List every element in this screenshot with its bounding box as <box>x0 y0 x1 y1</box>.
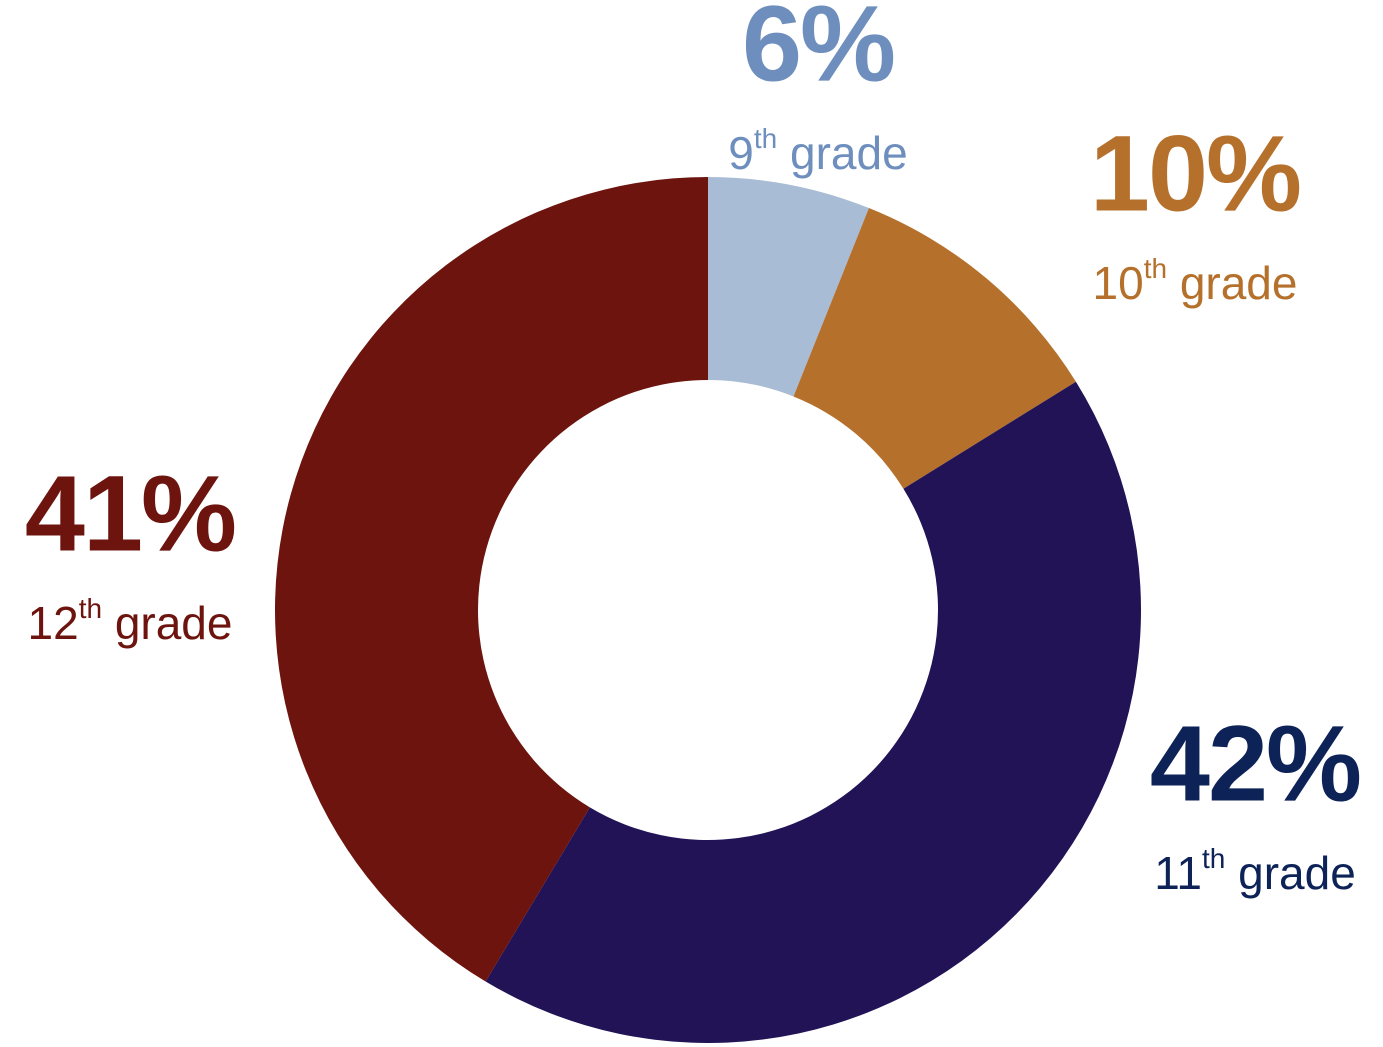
value-label: 41% <box>25 453 235 574</box>
category-rest: grade <box>1167 257 1297 309</box>
donut-slice <box>485 381 1141 1043</box>
value-label: 6% <box>742 0 894 104</box>
donut-slice <box>708 177 869 397</box>
category-number: 9 <box>728 127 754 179</box>
category-suffix: th <box>754 123 777 154</box>
donut-slice <box>275 177 708 982</box>
category-rest: grade <box>777 127 907 179</box>
category-rest: grade <box>1225 847 1355 899</box>
category-number: 11 <box>1154 847 1202 899</box>
category-number: 10 <box>1093 257 1144 309</box>
category-suffix: th <box>79 593 102 624</box>
category-label: 9th grade <box>728 123 907 179</box>
value-label: 10% <box>1090 113 1300 234</box>
category-label: 11th grade <box>1154 843 1356 899</box>
value-label: 42% <box>1150 703 1360 824</box>
category-rest: grade <box>102 597 232 649</box>
category-label: 10th grade <box>1093 253 1298 309</box>
category-suffix: th <box>1144 253 1167 284</box>
category-suffix: th <box>1202 843 1225 874</box>
category-number: 12 <box>28 597 79 649</box>
donut-slice <box>793 208 1076 489</box>
category-label: 12th grade <box>28 593 233 649</box>
